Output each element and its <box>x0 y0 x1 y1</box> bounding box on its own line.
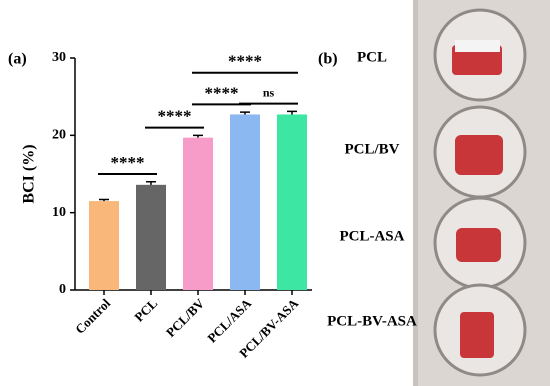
error-bar <box>99 198 109 202</box>
bar <box>277 114 307 290</box>
photo-label: PCL-BV-ASA <box>327 313 417 329</box>
y-axis-label: BCI (%) <box>21 144 38 203</box>
error-bar <box>240 111 250 115</box>
significance-label: **** <box>228 52 262 71</box>
bar <box>230 114 260 290</box>
bar <box>89 201 119 290</box>
wells <box>433 8 527 377</box>
bar <box>136 184 166 290</box>
sample <box>455 135 503 175</box>
significance-label: **** <box>158 107 192 126</box>
photo <box>413 0 550 386</box>
photo-label: PCL <box>357 49 387 65</box>
y-tick-label: 10 <box>52 205 66 220</box>
x-tick-label: Control <box>72 295 113 336</box>
error-bar <box>287 110 297 115</box>
significance-label: **** <box>111 153 145 172</box>
panel-label: (b) <box>318 51 338 68</box>
sample <box>452 45 502 75</box>
bar <box>183 137 213 290</box>
photo-label: PCL/BV <box>344 141 399 157</box>
error-bar <box>146 180 156 185</box>
y-tick-label: 0 <box>59 282 66 297</box>
sample <box>460 312 494 358</box>
error-bar <box>193 134 203 138</box>
significance-label: **** <box>205 83 239 102</box>
samples <box>452 45 503 358</box>
x-tick-label: PCL/BV <box>163 295 208 340</box>
y-tick-label: 20 <box>52 128 66 143</box>
photo-label: PCL-ASA <box>339 228 404 244</box>
sample <box>456 228 501 262</box>
y-tick-label: 30 <box>52 50 66 65</box>
significance-label: ns <box>263 85 275 99</box>
sample-top <box>455 40 500 52</box>
x-tick-label: PCL <box>131 295 160 324</box>
panel-label: (a) <box>8 51 27 68</box>
